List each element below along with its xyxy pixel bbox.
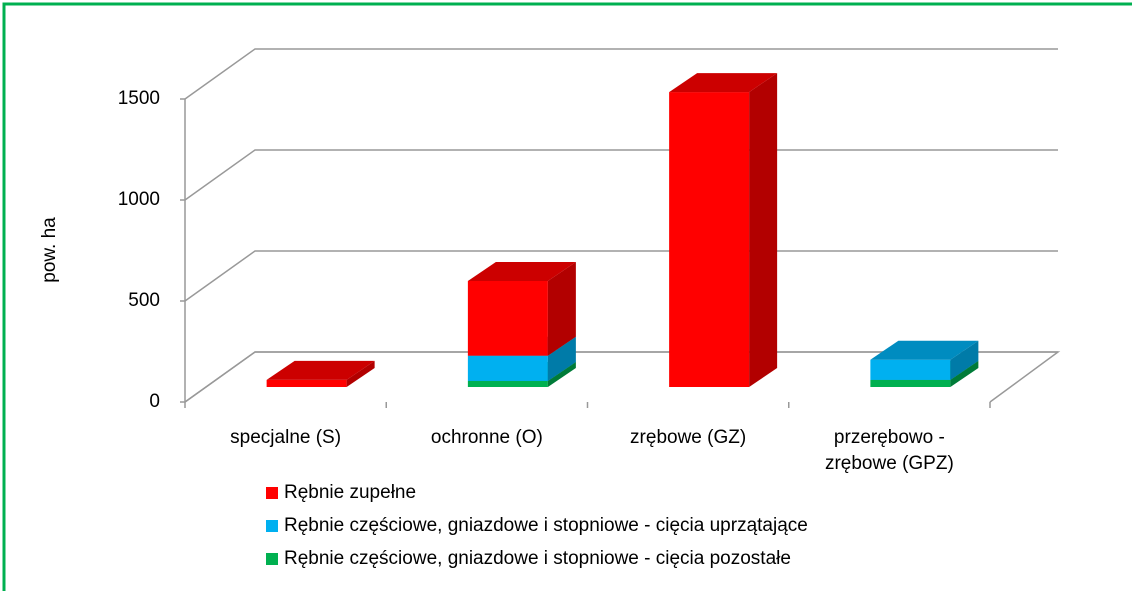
bar: [669, 73, 778, 387]
y-tick-label: 0: [149, 391, 160, 412]
legend-label: Rębnie zupełne: [284, 482, 416, 503]
bar-face: [749, 73, 778, 387]
bar-face: [669, 92, 750, 387]
bar-face: [669, 73, 778, 93]
bar-face: [870, 340, 979, 360]
bar-face: [547, 261, 576, 356]
grid-line: [184, 351, 1058, 403]
bar: [266, 360, 375, 387]
legend-label: Rębnie częściowe, gniazdowe i stopniowe …: [284, 548, 791, 569]
grid-line: [184, 250, 1058, 302]
y-tick-label: 1000: [118, 189, 160, 210]
bar-face: [467, 380, 548, 387]
bar-face: [467, 355, 548, 381]
bar-face: [467, 280, 548, 356]
bar-face: [547, 336, 576, 381]
x-tick-label: specjalne (S): [230, 427, 342, 448]
legend-swatch: [266, 553, 278, 565]
grid-line: [184, 48, 1058, 100]
y-axis-label: pow. ha: [39, 217, 60, 283]
x-tick-label: przerębowo - zrębowe (GPZ): [824, 427, 954, 474]
bar-face: [346, 360, 375, 387]
y-tick-label: 500: [128, 290, 160, 311]
legend-swatch: [266, 520, 278, 532]
bar-face: [950, 340, 979, 380]
bar: [870, 340, 979, 380]
x-tick-label: ochronne (O): [430, 427, 543, 448]
bar-face: [266, 360, 375, 380]
legend-label: Rębnie częściowe, gniazdowe i stopniowe …: [284, 515, 808, 536]
bar-face: [950, 360, 979, 387]
x-tick-label: zrębowe (GZ): [630, 427, 747, 448]
grid-line: [184, 149, 1058, 201]
bar-face: [870, 379, 951, 387]
legend-swatch: [266, 487, 278, 499]
bar-face: [467, 261, 576, 281]
bar-face: [870, 359, 951, 380]
y-tick-label: 1500: [118, 88, 160, 109]
bar: [467, 261, 576, 356]
bar-face: [266, 379, 347, 387]
bar-face: [547, 361, 576, 387]
